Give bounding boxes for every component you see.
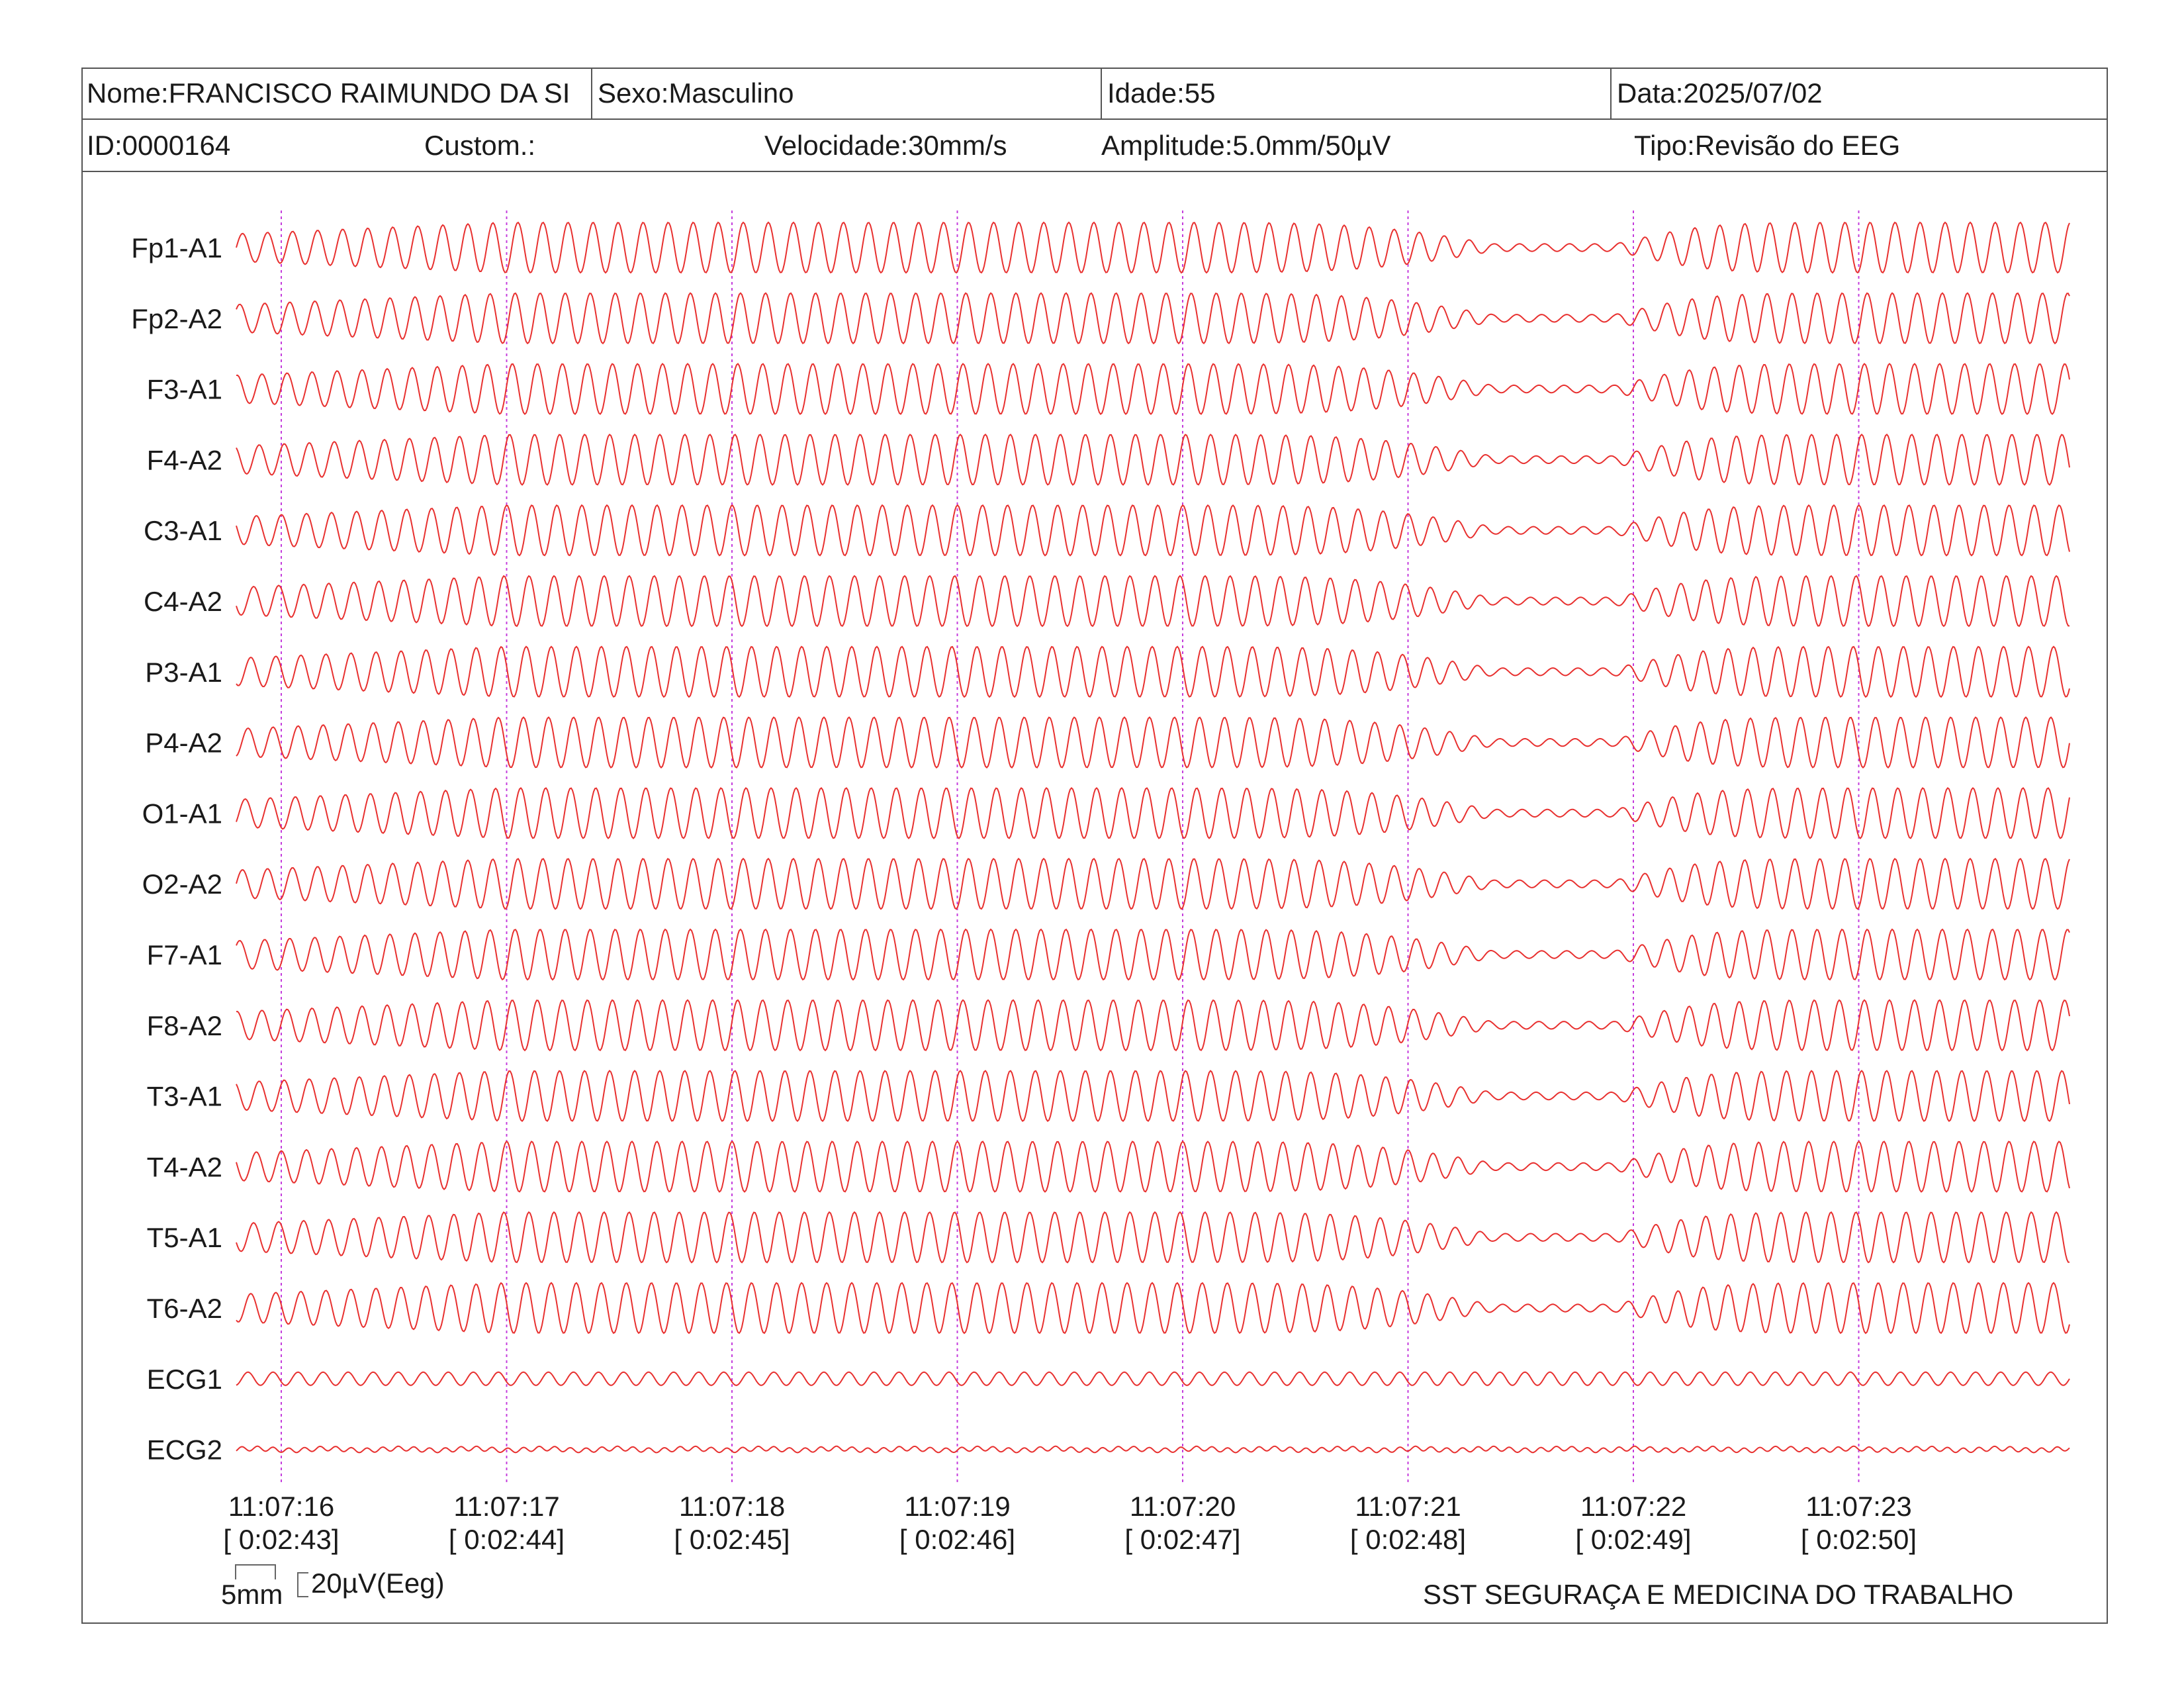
channel-label: O1-A1 [142, 798, 222, 829]
eeg-trace-c3-a1 [236, 504, 2070, 557]
eeg-trace-o1-a1 [236, 786, 2070, 839]
scale-bracket-icon [235, 1564, 276, 1579]
elapsed-time-label: [ 0:02:48] [1350, 1524, 1466, 1555]
patient-sex: Sexo:Masculino [591, 68, 1101, 118]
channel-label: T6-A2 [147, 1293, 222, 1324]
channel-label: F8-A2 [147, 1010, 222, 1041]
time-scale-label: 5mm [221, 1579, 283, 1610]
eeg-trace-c4-a2 [236, 575, 2070, 628]
elapsed-time-label: [ 0:02:45] [674, 1524, 790, 1555]
channel-label: T5-A1 [147, 1222, 222, 1253]
amplitude-scale-icon [297, 1572, 308, 1597]
eeg-trace-t4-a2 [236, 1140, 2070, 1193]
elapsed-time-label: [ 0:02:44] [449, 1524, 565, 1555]
channel-label: P3-A1 [145, 657, 222, 688]
channel-label: F3-A1 [147, 374, 222, 405]
time-label: 11:07:17 [453, 1491, 559, 1522]
eeg-trace-f4-a2 [236, 433, 2070, 486]
header-row-recording: ID:0000164 Custom.: Velocidade:30mm/s Am… [81, 120, 2108, 172]
record-date: Data:2025/07/02 [1610, 68, 2107, 118]
time-label: 11:07:20 [1130, 1491, 1236, 1522]
eeg-trace-p4-a2 [236, 716, 2070, 769]
company-name: SST SEGURAÇA E MEDICINA DO TRABALHO [1423, 1579, 2014, 1610]
amplitude-field: Amplitude:5.0mm/50µV [1101, 130, 1391, 161]
eeg-trace-f3-a1 [236, 363, 2070, 416]
speed-field: Velocidade:30mm/s [764, 130, 1007, 161]
eeg-trace-t3-a1 [236, 1070, 2070, 1123]
time-label: 11:07:19 [904, 1491, 1010, 1522]
channel-label: O2-A2 [142, 868, 222, 900]
elapsed-time-label: [ 0:02:46] [899, 1524, 1015, 1555]
time-label: 11:07:18 [679, 1491, 785, 1522]
eeg-trace-fp1-a1 [236, 221, 2070, 274]
channel-label: C3-A1 [144, 515, 222, 546]
elapsed-time-label: [ 0:02:49] [1575, 1524, 1691, 1555]
eeg-trace-ecg1 [236, 1371, 2070, 1386]
elapsed-time-label: [ 0:02:43] [223, 1524, 339, 1555]
time-label: 11:07:16 [228, 1491, 334, 1522]
elapsed-time-label: [ 0:02:47] [1124, 1524, 1240, 1555]
patient-age: Idade:55 [1101, 68, 1610, 118]
channel-labels: Fp1-A1 Fp2-A2 F3-A1 F4-A2 C3-A1 C4-A2 P3-A1 P4-… [131, 232, 222, 1466]
header-row-patient: Nome:FRANCISCO RAIMUNDO DA SI Sexo:Mascu… [81, 68, 2108, 120]
time-label: 11:07:22 [1580, 1491, 1686, 1522]
elapsed-time-label: [ 0:02:50] [1801, 1524, 1917, 1555]
channel-label: ECG2 [147, 1434, 222, 1466]
amplitude-scale-label: 20µV(Eeg) [311, 1568, 445, 1599]
channel-label: C4-A2 [144, 586, 222, 617]
patient-id: ID:0000164 [87, 130, 231, 161]
time-label: 11:07:23 [1805, 1491, 1911, 1522]
channel-label: P4-A2 [145, 727, 222, 759]
eeg-trace-f8-a2 [236, 999, 2070, 1052]
type-field: Tipo:Revisão do EEG [1634, 130, 1901, 161]
channel-label: T4-A2 [147, 1151, 222, 1182]
channel-label: F4-A2 [147, 444, 222, 475]
channel-label: F7-A1 [147, 939, 222, 970]
eeg-trace-o2-a2 [236, 857, 2070, 910]
eeg-trace-f7-a1 [236, 928, 2070, 981]
report-frame [81, 68, 2108, 1624]
second-markers [281, 211, 1860, 1483]
channel-label: Fp2-A2 [131, 303, 222, 334]
time-axis-labels: 11:07:16[ 0:02:43] 11:07:17[ 0:02:44] 11:0… [223, 1491, 1917, 1555]
eeg-trace-t6-a2 [236, 1282, 2070, 1335]
eeg-trace-p3-a1 [236, 645, 2070, 698]
eeg-traces [236, 221, 2070, 1454]
eeg-trace-t5-a1 [236, 1211, 2070, 1264]
eeg-trace-fp2-a2 [236, 292, 2070, 345]
custom-field: Custom.: [424, 130, 536, 161]
time-label: 11:07:21 [1355, 1491, 1461, 1522]
channel-label: T3-A1 [147, 1081, 222, 1112]
eeg-trace-ecg2 [236, 1445, 2070, 1454]
patient-name: Nome:FRANCISCO RAIMUNDO DA SI [87, 77, 570, 109]
channel-label: Fp1-A1 [131, 232, 222, 263]
channel-label: ECG1 [147, 1364, 222, 1395]
